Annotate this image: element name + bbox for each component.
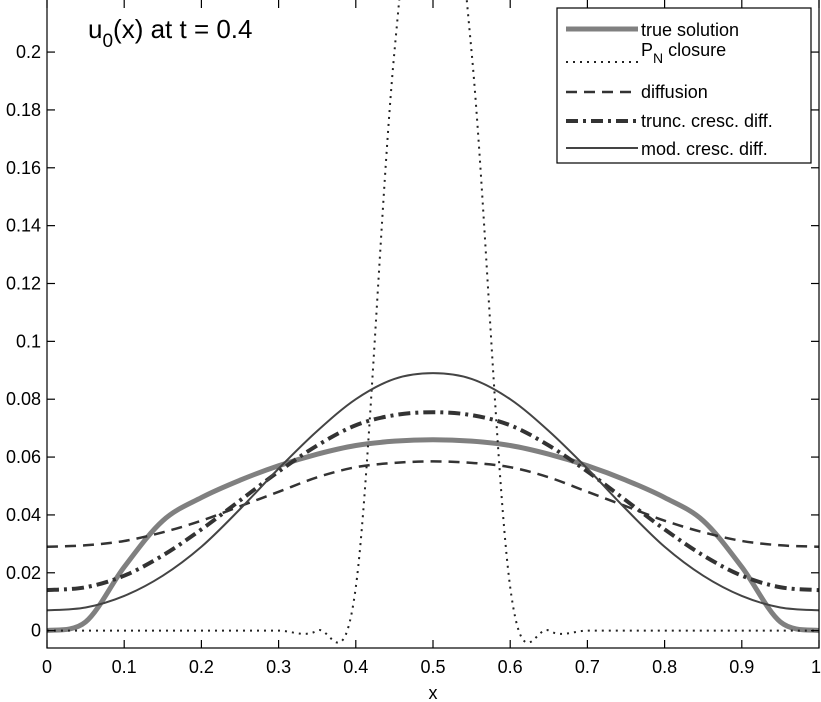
y-tick-label: 0 (31, 621, 41, 641)
x-tick-label: 0.2 (189, 657, 214, 677)
legend-label-true-solution: true solution (641, 20, 739, 40)
y-tick-label: 0.1 (16, 331, 41, 351)
y-tick-label: 0.16 (6, 158, 41, 178)
x-axis-label: x (429, 683, 438, 702)
x-tick-label: 0.4 (343, 657, 368, 677)
series-line-true-solution (47, 437, 819, 634)
legend-label-pn-closure: PN closure (641, 40, 726, 66)
legend-box (556, 7, 812, 164)
x-tick-label: 0.9 (729, 657, 754, 677)
x-tick-label: 0.7 (575, 657, 600, 677)
x-tick-label: 0.1 (112, 657, 137, 677)
ticks-layer: 0 0.1 0.2 0.3 0.4 0.5 0.6 0.7 0.8 0.9 1 0 0.02 0.04 0.… (6, 0, 821, 677)
y-tick-label: 0.06 (6, 447, 41, 467)
y-tick-label: 0.08 (6, 389, 41, 409)
y-tick-label: 0.02 (6, 563, 41, 583)
y-tick-label: 0.04 (6, 505, 41, 525)
series-layer (47, 0, 819, 644)
chart-title-subscript: 0 (102, 31, 113, 52)
legend-label-trunc-cresc-diff: trunc. cresc. diff. (641, 111, 773, 131)
series-line-pn-closure (47, 0, 819, 644)
x-tick-label: 0.8 (652, 657, 677, 677)
legend-label-mod-cresc-diff: mod. cresc. diff. (641, 139, 768, 159)
y-tick-label: 0.12 (6, 274, 41, 294)
y-tick-label: 0.18 (6, 100, 41, 120)
y-tick-label: 0.14 (6, 216, 41, 236)
series-line-mod-cresc-diff (47, 372, 819, 612)
legend: true solution PN closure diffusion trunc… (556, 7, 812, 164)
x-tick-label: 1 (811, 657, 821, 677)
x-tick-label: 0 (42, 657, 52, 677)
x-tick-label: 0.3 (266, 657, 291, 677)
series-line-trunc-cresc-diff (47, 410, 819, 593)
series-line-diffusion (47, 460, 819, 548)
x-tick-label: 0.6 (498, 657, 523, 677)
chart-title: u0(x) at t = 0.4 (88, 14, 253, 52)
x-tick-label: 0.5 (420, 657, 445, 677)
y-tick-label: 0.2 (16, 42, 41, 62)
legend-label-diffusion: diffusion (641, 82, 708, 102)
